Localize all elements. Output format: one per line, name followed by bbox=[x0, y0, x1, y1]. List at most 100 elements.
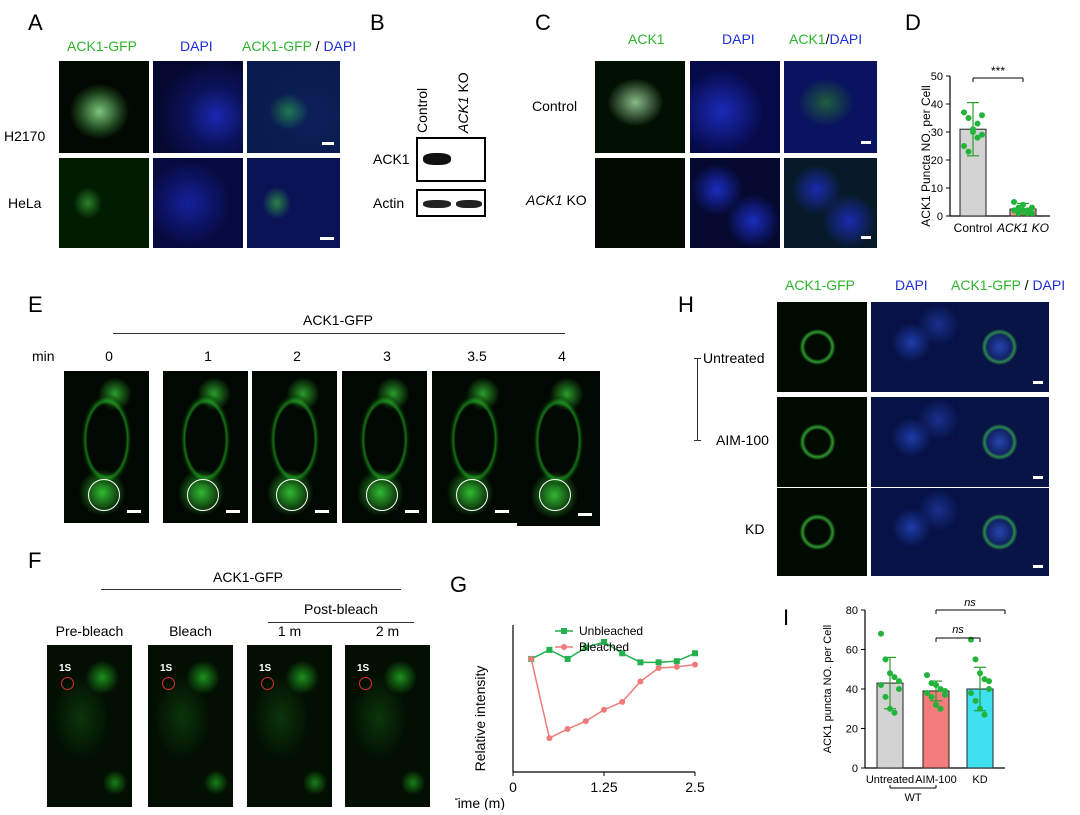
data-point bbox=[692, 661, 698, 668]
panel-label-c: C bbox=[535, 10, 551, 35]
data-point bbox=[878, 630, 884, 637]
panel-c-col3-label: ACK1/DAPI bbox=[789, 31, 862, 47]
micrograph-c-control-merge bbox=[784, 61, 877, 153]
frap-frame: 1S bbox=[345, 645, 430, 807]
data-point bbox=[1029, 210, 1035, 217]
data-point bbox=[1029, 204, 1035, 211]
data-point bbox=[601, 638, 607, 645]
data-point bbox=[1020, 207, 1026, 214]
data-point bbox=[528, 655, 535, 662]
x-tick-label: Control bbox=[954, 221, 993, 235]
x-tick-label: 2.5 bbox=[685, 779, 705, 795]
bleach-column-label: Bleach bbox=[169, 623, 212, 639]
x-tick-label: KD bbox=[972, 774, 987, 786]
data-point bbox=[928, 680, 935, 687]
panel-h-row1-label: Untreated bbox=[703, 350, 765, 366]
panel-label-g: G bbox=[450, 572, 468, 597]
scale-bar bbox=[1033, 381, 1043, 384]
panel-label-b: B bbox=[370, 10, 385, 35]
micrograph-c-control-dapi bbox=[690, 61, 780, 153]
western-blot-ack1 bbox=[416, 137, 486, 182]
micrograph-a-h2170-merge bbox=[247, 61, 340, 153]
significance-label: *** bbox=[991, 64, 1005, 78]
data-point bbox=[582, 644, 589, 651]
micrograph-c-ko-dapi bbox=[690, 158, 780, 248]
y-tick-label: 50 bbox=[931, 71, 943, 83]
time-label: 0 bbox=[105, 348, 113, 364]
data-point bbox=[882, 693, 889, 700]
data-point bbox=[637, 659, 644, 666]
x-tick-label: 1.25 bbox=[590, 779, 617, 795]
y-axis-label: ACK1 Puncta NO. per Cell bbox=[919, 85, 933, 226]
data-point bbox=[974, 134, 981, 141]
y-axis-label: Relative intensity bbox=[472, 666, 488, 772]
data-point bbox=[979, 131, 985, 138]
data-point bbox=[546, 735, 553, 742]
bleach-roi-circle bbox=[162, 677, 175, 690]
panel-h-bracket-top bbox=[694, 358, 701, 359]
panel-label-a: A bbox=[28, 10, 43, 35]
roi-circle bbox=[187, 479, 219, 511]
legend-marker bbox=[561, 628, 567, 634]
panel-h-col3-label: ACK1-GFP / DAPI bbox=[951, 277, 1065, 293]
data-point bbox=[546, 646, 553, 653]
data-point bbox=[564, 726, 571, 733]
data-point bbox=[655, 659, 662, 666]
scale-bar bbox=[1033, 565, 1043, 568]
data-point bbox=[878, 682, 884, 689]
timelapse-frame bbox=[432, 371, 517, 523]
x-tick-label: ACK1 KO bbox=[996, 221, 1049, 235]
scale-bar bbox=[315, 510, 329, 513]
data-point bbox=[887, 705, 893, 712]
scale-bar bbox=[861, 236, 871, 239]
y-tick-label: 40 bbox=[846, 684, 858, 696]
y-tick-label: 0 bbox=[937, 211, 943, 223]
micrograph-c-ko-ack1 bbox=[595, 158, 685, 248]
micrograph-a-hela-gfp bbox=[59, 158, 149, 248]
bleach-column-label: Pre-bleach bbox=[55, 623, 124, 639]
micrograph-h-r1-c0 bbox=[777, 397, 867, 487]
data-point bbox=[977, 670, 983, 677]
panel-label-f: F bbox=[28, 548, 42, 573]
merge-sep: / bbox=[1020, 277, 1033, 293]
scale-bar bbox=[578, 513, 592, 516]
y-tick-label: 40 bbox=[931, 99, 943, 111]
data-point bbox=[937, 705, 944, 712]
panel-c-row1-label: Control bbox=[532, 98, 578, 114]
roi-circle bbox=[88, 479, 120, 511]
scale-bar bbox=[405, 510, 419, 513]
scale-bar bbox=[127, 510, 141, 513]
data-point bbox=[961, 109, 967, 116]
timelapse-frame bbox=[64, 371, 149, 523]
data-point bbox=[965, 115, 972, 121]
panel-c-row2-label: ACK1 KO bbox=[526, 192, 587, 208]
micrograph-h-r2-c1 bbox=[871, 488, 961, 576]
panel-h-row3-label: KD bbox=[745, 521, 765, 537]
data-point bbox=[1015, 210, 1022, 217]
roi-circle bbox=[276, 479, 308, 511]
x-tick-label: AIM-100 bbox=[915, 774, 957, 786]
data-point bbox=[970, 129, 976, 135]
lane2-suffix: KO bbox=[455, 72, 471, 97]
scale-bar bbox=[226, 510, 240, 513]
data-point bbox=[965, 148, 972, 155]
time-label: 3.5 bbox=[467, 348, 487, 364]
panel-label-i: I bbox=[783, 605, 790, 630]
y-tick-label: 20 bbox=[846, 724, 858, 736]
chart-i: 0 20 40 60 80 ACK1 puncta NO. per Cell Untreat… bbox=[822, 598, 1006, 804]
merge-blue-text: DAPI bbox=[323, 38, 357, 54]
merge-green-text: ACK1 bbox=[789, 31, 826, 47]
data-point bbox=[981, 711, 988, 718]
y-tick-label: 0 bbox=[852, 763, 858, 775]
data-point bbox=[933, 682, 939, 689]
merge-blue-text: DAPI bbox=[829, 31, 863, 47]
panel-a-row1-label: H2170 bbox=[4, 128, 46, 144]
panel-f-header-line bbox=[101, 589, 401, 590]
panel-c-col1-label: ACK1 bbox=[628, 31, 665, 47]
merge-sep: / bbox=[825, 31, 830, 47]
roi-circle bbox=[366, 479, 398, 511]
data-point bbox=[933, 701, 939, 708]
y-tick-label: 60 bbox=[846, 645, 858, 657]
significance-label: ns bbox=[964, 598, 976, 609]
roi-label: 1S bbox=[259, 663, 272, 674]
